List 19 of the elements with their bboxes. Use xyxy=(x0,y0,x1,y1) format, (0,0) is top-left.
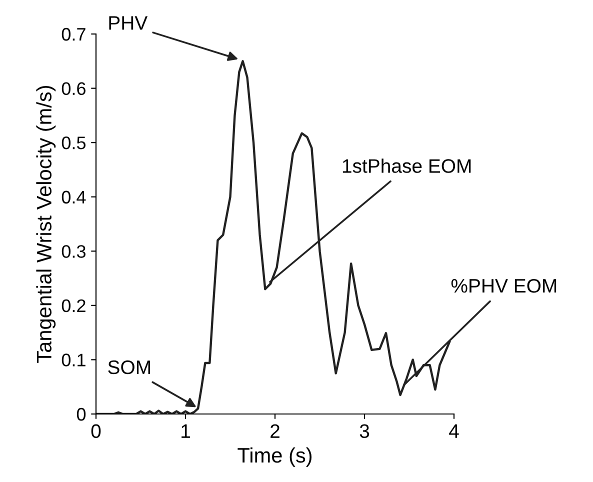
y-tick-label: 0.7 xyxy=(62,28,86,41)
annotation: 1stPhase EOM xyxy=(342,158,471,173)
x-tick-label: 1 xyxy=(182,424,190,438)
y-axis-title: Tangential Wrist Velocity (m/s) xyxy=(36,86,56,363)
annotation: SOM xyxy=(108,360,150,374)
x-tick-label: 2 xyxy=(270,424,280,438)
annotation: PHV xyxy=(109,16,148,30)
y-tick-label: 0 xyxy=(76,408,86,421)
y-tick-label: 0.4 xyxy=(62,190,86,204)
x-tick-label: 4 xyxy=(449,424,459,438)
y-tick-label: 0.1 xyxy=(62,354,86,366)
y-tick-label: 0.3 xyxy=(62,245,86,258)
annotation: %PHV EOM xyxy=(451,278,556,293)
x-tick-label: 3 xyxy=(360,424,370,438)
x-axis-title: Time (s) xyxy=(238,447,312,467)
y-tick-label: 0.6 xyxy=(62,82,86,96)
y-tick-label: 0.5 xyxy=(62,136,86,150)
x-tick-label: 0 xyxy=(91,424,101,438)
y-tick-label: 0.2 xyxy=(62,299,86,312)
